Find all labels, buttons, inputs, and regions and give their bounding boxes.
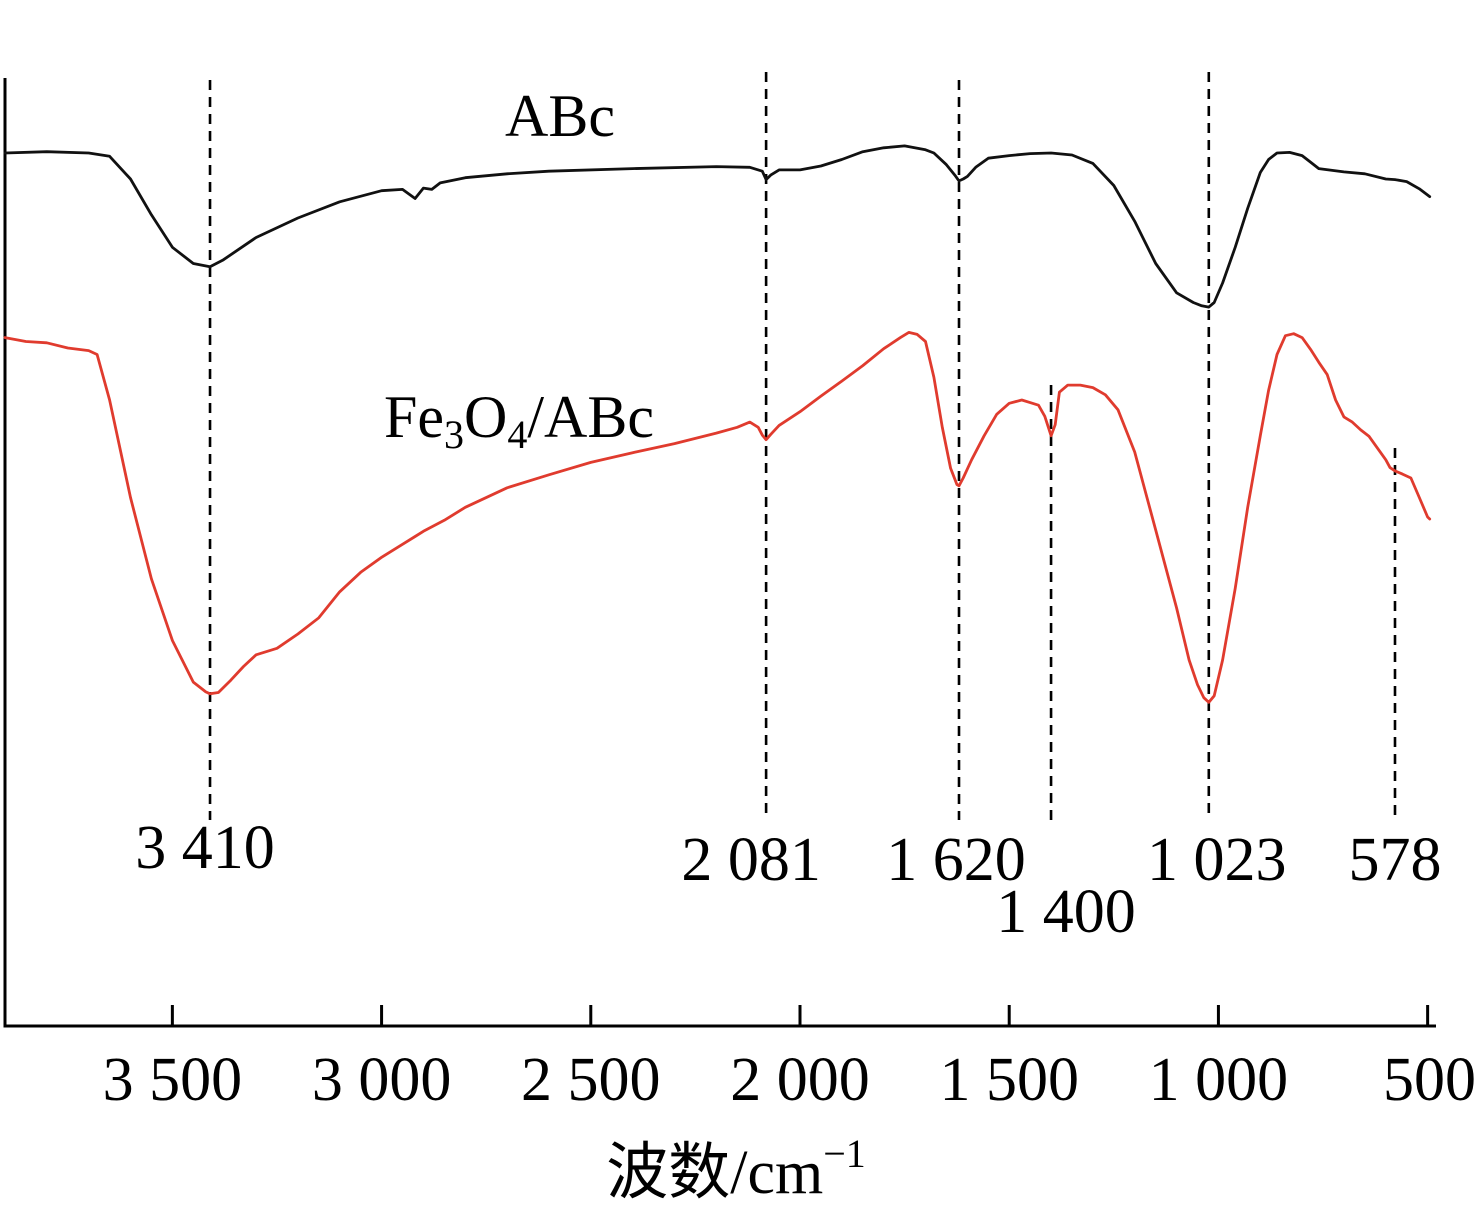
axes xyxy=(3,78,1436,1028)
series-label-fe3o4-abc: Fe3O4/ABc xyxy=(384,384,654,457)
series-label-fe3o4-sub2: 4 xyxy=(507,412,527,457)
spectra xyxy=(3,144,1432,704)
x-axis-title: 波数/cm−1 xyxy=(606,1131,866,1207)
series-label-fe3o4-mid: O xyxy=(464,384,507,450)
x-tick-label: 2 000 xyxy=(730,1046,870,1114)
series-label-fe3o4-sub1: 3 xyxy=(444,412,464,457)
x-axis-title-sup: −1 xyxy=(823,1131,866,1176)
peak-label: 1 620 xyxy=(886,826,1026,894)
peak-label: 1 023 xyxy=(1147,826,1287,894)
x-tick-label: 1 000 xyxy=(1149,1046,1289,1114)
series-label-abc: ABc xyxy=(505,83,615,149)
x-axis-title-main: 波数/cm xyxy=(606,1139,823,1207)
peak-label: 2 081 xyxy=(681,826,821,894)
spectrum-line-abc xyxy=(3,144,1432,309)
peak-label: 1 400 xyxy=(996,878,1136,946)
series-label-fe3o4-post: /ABc xyxy=(527,384,654,450)
spectrum-line-fe3o4-abc xyxy=(3,331,1432,704)
x-tick-label: 3 000 xyxy=(312,1046,452,1114)
x-ticks: 3 500 3 000 2 500 2 000 1 500 1 000 500 xyxy=(103,1005,1476,1114)
x-tick-label: 1 500 xyxy=(939,1046,1079,1114)
peak-label: 578 xyxy=(1348,826,1441,894)
peak-label: 3 410 xyxy=(135,814,275,882)
x-tick-label: 3 500 xyxy=(103,1046,243,1114)
x-tick-label: 2 500 xyxy=(521,1046,661,1114)
x-tick-label: 500 xyxy=(1383,1046,1476,1114)
peak-lines xyxy=(208,72,1397,820)
axes-frame xyxy=(3,78,1436,1028)
series-label-fe3o4-pre: Fe xyxy=(384,384,444,450)
